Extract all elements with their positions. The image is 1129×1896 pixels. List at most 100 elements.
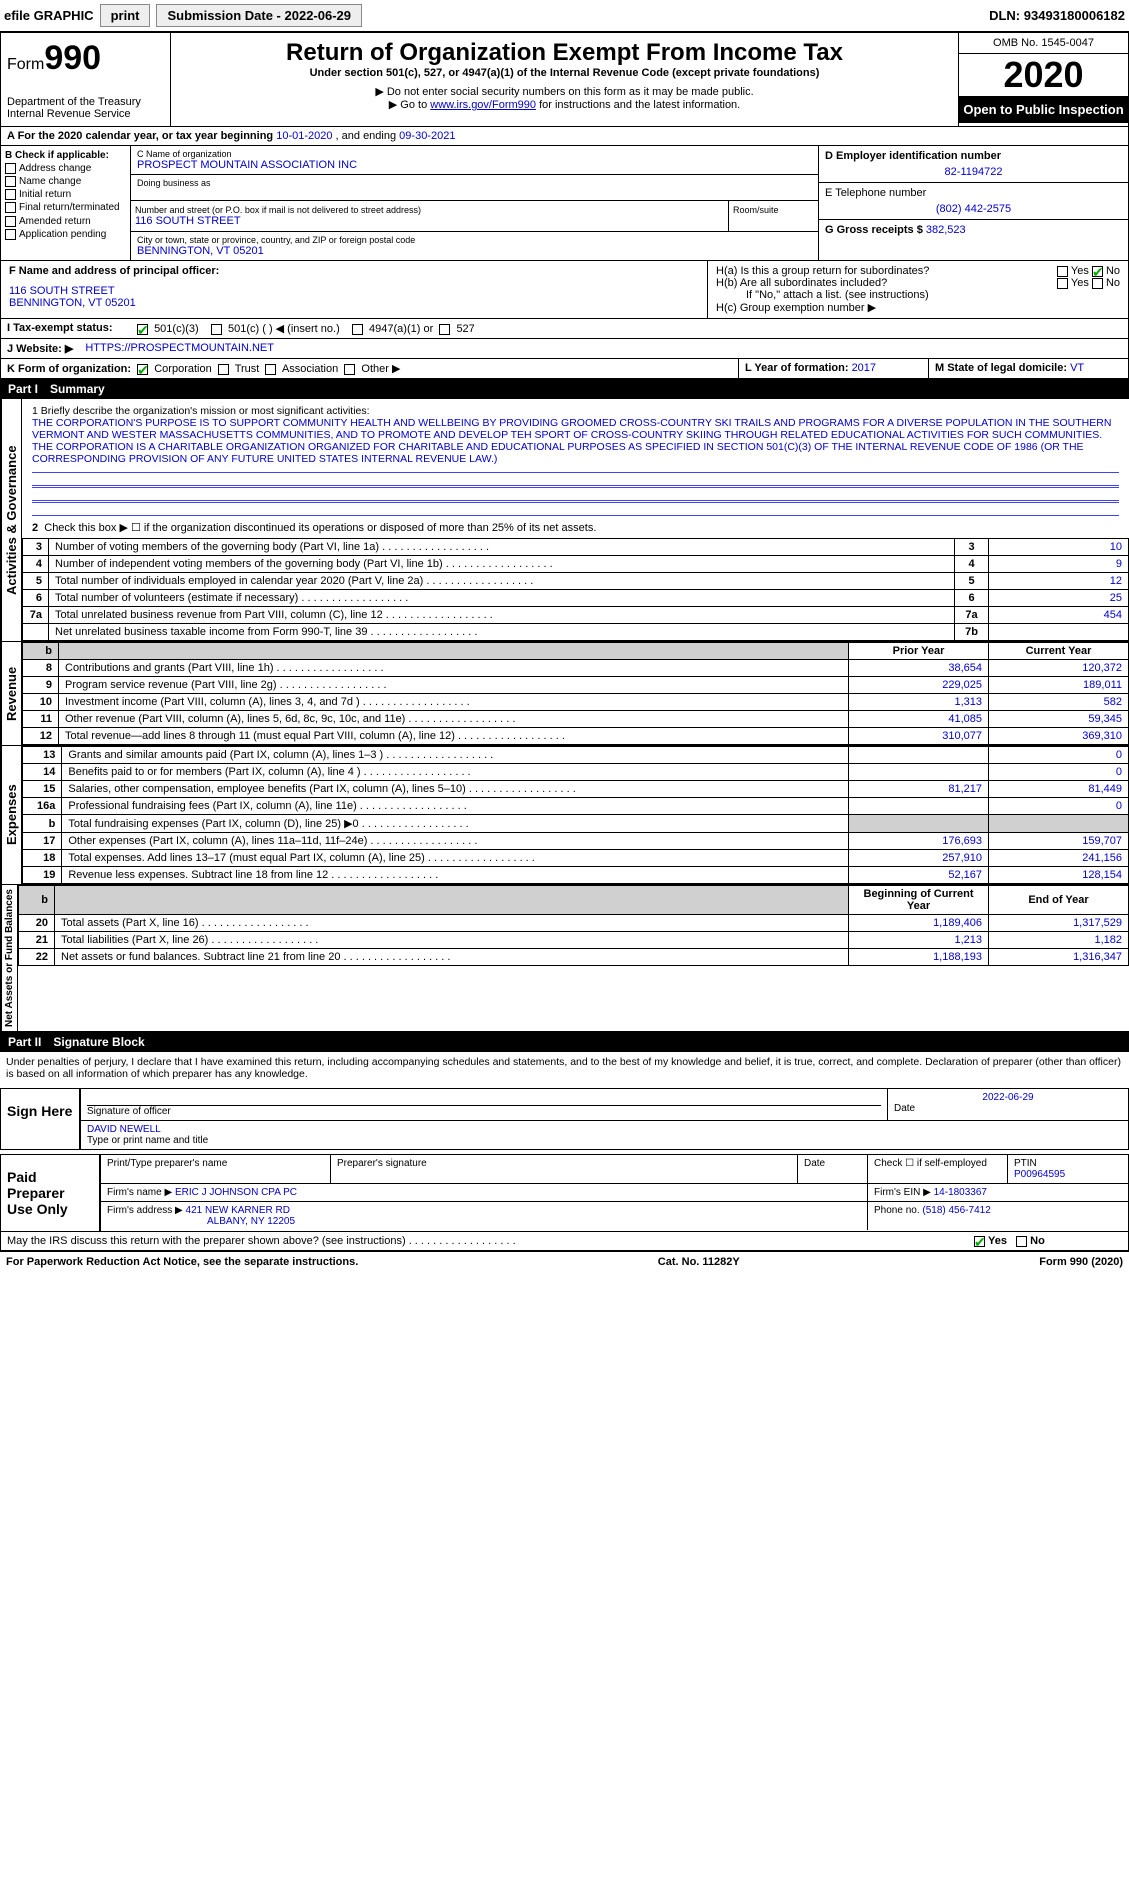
line-value: 12 — [989, 573, 1129, 590]
tax-year: 2020 — [959, 54, 1128, 96]
block-h: H(a) Is this a group return for subordin… — [708, 261, 1128, 318]
revenue-table: bPrior YearCurrent Year8Contributions an… — [22, 642, 1129, 745]
discuss-yes-chk[interactable] — [974, 1236, 985, 1247]
table-row: 15Salaries, other compensation, employee… — [23, 781, 1129, 798]
chk-other[interactable] — [344, 364, 355, 375]
block-c: C Name of organization PROSPECT MOUNTAIN… — [131, 146, 818, 260]
irs-link[interactable]: www.irs.gov/Form990 — [430, 99, 536, 111]
chk-initial-return[interactable]: Initial return — [5, 189, 126, 200]
l-label: L Year of formation: — [745, 362, 852, 374]
prior-value — [849, 798, 989, 815]
ha-no-chk[interactable] — [1092, 266, 1103, 277]
line-box: 3 — [955, 539, 989, 556]
chk-4947[interactable] — [352, 324, 363, 335]
form-subtitle-1: Under section 501(c), 527, or 4947(a)(1)… — [177, 67, 952, 79]
tax-period-row: A For the 2020 calendar year, or tax yea… — [0, 127, 1129, 146]
current-value: 241,156 — [989, 850, 1129, 867]
prior-value: 310,077 — [849, 728, 989, 745]
line-box: 7a — [955, 607, 989, 624]
h-a-label: H(a) Is this a group return for subordin… — [716, 265, 929, 277]
fh-block: F Name and address of principal officer:… — [0, 261, 1129, 319]
prior-value: 1,189,406 — [849, 915, 989, 932]
line-desc: Other expenses (Part IX, column (A), lin… — [62, 833, 849, 850]
line-number: 19 — [23, 867, 62, 884]
blue-rule-3 — [32, 502, 1119, 516]
current-value: 120,372 — [989, 660, 1129, 677]
current-value: 0 — [989, 764, 1129, 781]
chk-trust[interactable] — [218, 364, 229, 375]
line-box: 4 — [955, 556, 989, 573]
f-label: F Name and address of principal officer: — [9, 265, 219, 277]
open-to-public: Open to Public Inspection — [959, 96, 1128, 123]
firm-addr-label: Firm's address ▶ — [107, 1205, 183, 1216]
part2-number: Part II — [8, 1035, 41, 1049]
addr-value: 116 SOUTH STREET — [135, 215, 724, 227]
firm-name-label: Firm's name ▶ — [107, 1187, 172, 1198]
prior-value: 257,910 — [849, 850, 989, 867]
current-value: 0 — [989, 747, 1129, 764]
chk-address-change[interactable]: Address change — [5, 163, 126, 174]
chk-corp[interactable] — [137, 364, 148, 375]
discuss-no-chk[interactable] — [1016, 1236, 1027, 1247]
line-value: 454 — [989, 607, 1129, 624]
i-label: I Tax-exempt status: — [7, 322, 113, 334]
prep-name-label: Print/Type preparer's name — [101, 1155, 331, 1183]
line-number: 14 — [23, 764, 62, 781]
current-value: 189,011 — [989, 677, 1129, 694]
block-b: B Check if applicable: Address change Na… — [1, 146, 131, 260]
current-value: 159,707 — [989, 833, 1129, 850]
tab-revenue: Revenue — [0, 642, 22, 745]
line-value — [989, 624, 1129, 641]
chk-name-change[interactable]: Name change — [5, 176, 126, 187]
h-b2-label: If "No," attach a list. (see instruction… — [716, 289, 1120, 301]
current-value: 1,317,529 — [989, 915, 1129, 932]
chk-501c3[interactable] — [137, 324, 148, 335]
line-number — [23, 624, 49, 641]
line-desc: Total revenue—add lines 8 through 11 (mu… — [59, 728, 849, 745]
dba-label: Doing business as — [137, 178, 812, 188]
line-desc: Salaries, other compensation, employee b… — [62, 781, 849, 798]
chk-501c[interactable] — [211, 324, 222, 335]
ha-yes-chk[interactable] — [1057, 266, 1068, 277]
col-current: Current Year — [989, 643, 1129, 660]
line-number: 21 — [19, 932, 55, 949]
hb-no-chk[interactable] — [1092, 278, 1103, 289]
chk-final-return[interactable]: Final return/terminated — [5, 202, 126, 213]
j-label: J Website: ▶ — [7, 343, 73, 355]
table-row: 22Net assets or fund balances. Subtract … — [19, 949, 1129, 966]
section-revenue: Revenue bPrior YearCurrent Year8Contribu… — [0, 642, 1129, 746]
prior-value: 52,167 — [849, 867, 989, 884]
paid-preparer-block: Paid Preparer Use Only Print/Type prepar… — [0, 1154, 1129, 1232]
chk-application-pending[interactable]: Application pending — [5, 229, 126, 240]
form-title: Return of Organization Exempt From Incom… — [177, 39, 952, 67]
part1-number: Part I — [8, 382, 38, 396]
f-addr1: 116 SOUTH STREET — [9, 285, 699, 297]
chk-amended-return[interactable]: Amended return — [5, 216, 126, 227]
section-expenses: Expenses 13Grants and similar amounts pa… — [0, 746, 1129, 885]
prep-phone-label: Phone no. — [874, 1205, 922, 1216]
phone-value: (802) 442-2575 — [825, 203, 1122, 215]
m-value: VT — [1070, 362, 1084, 374]
line-desc: Total assets (Part X, line 16) — [55, 915, 849, 932]
chk-assoc[interactable] — [265, 364, 276, 375]
hb-yes-chk[interactable] — [1057, 278, 1068, 289]
gross-receipts-row: G Gross receipts $ 382,523 — [819, 220, 1128, 240]
line-desc: Grants and similar amounts paid (Part IX… — [62, 747, 849, 764]
line-number: 11 — [23, 711, 59, 728]
page-footer: For Paperwork Reduction Act Notice, see … — [0, 1251, 1129, 1272]
perjury-declaration: Under penalties of perjury, I declare th… — [0, 1052, 1129, 1084]
chk-527[interactable] — [439, 324, 450, 335]
current-value: 369,310 — [989, 728, 1129, 745]
line-number: 18 — [23, 850, 62, 867]
part1-header: Part I Summary — [0, 379, 1129, 399]
line-desc: Investment income (Part VIII, column (A)… — [59, 694, 849, 711]
dln-value: 93493180006182 — [1024, 8, 1125, 23]
print-button[interactable]: print — [100, 4, 151, 27]
submission-date-button[interactable]: Submission Date - 2022-06-29 — [156, 4, 362, 27]
table-header-row: bBeginning of Current YearEnd of Year — [19, 886, 1129, 915]
line-number: 12 — [23, 728, 59, 745]
q1-label: 1 Briefly describe the organization's mi… — [32, 405, 370, 417]
line-number: 4 — [23, 556, 49, 573]
table-row: 17Other expenses (Part IX, column (A), l… — [23, 833, 1129, 850]
prior-value: 1,313 — [849, 694, 989, 711]
